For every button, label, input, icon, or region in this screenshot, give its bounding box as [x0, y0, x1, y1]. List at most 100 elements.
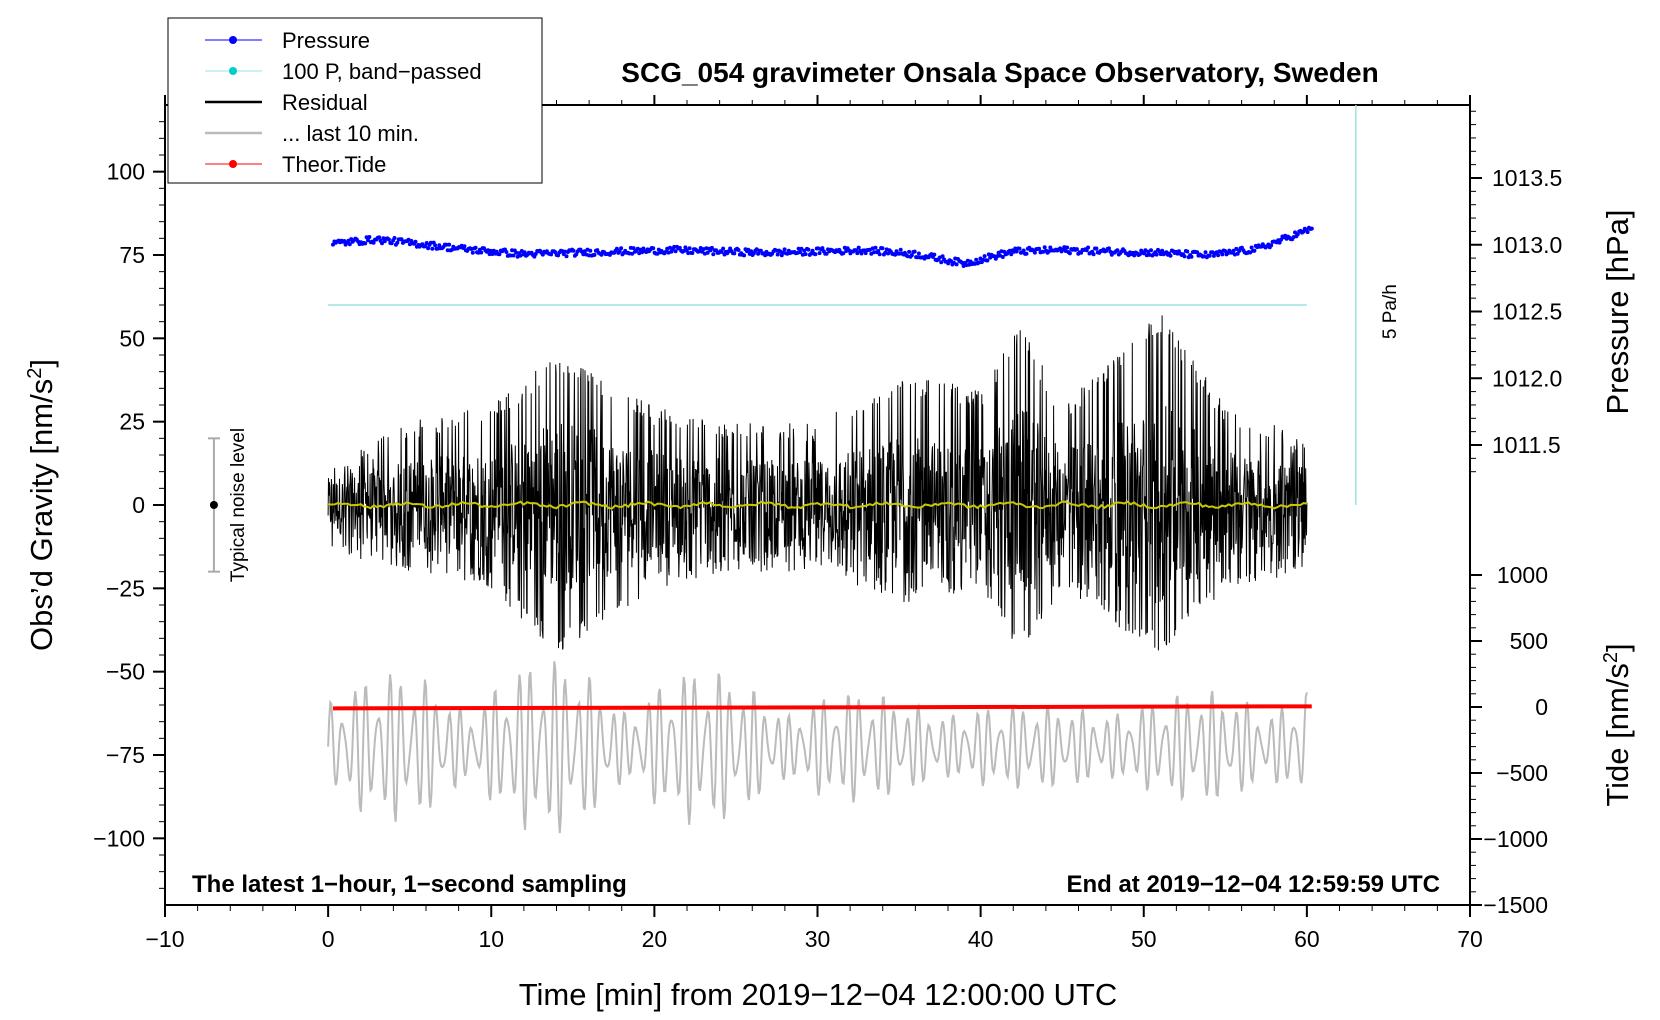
pressure-point: [719, 249, 724, 254]
pressure-point: [588, 248, 593, 253]
legend-marker: [229, 36, 237, 44]
pressure-point: [863, 251, 868, 256]
y-tide-tick-label: 500: [1510, 628, 1548, 654]
legend-label: ... last 10 min.: [282, 121, 419, 146]
pressure-point: [705, 250, 710, 255]
pressure-point: [1207, 253, 1212, 258]
pressure-point: [907, 249, 912, 254]
noise-level-label: Typical noise level: [228, 428, 249, 582]
x-tick-label: 10: [478, 926, 504, 952]
legend-label: Pressure: [282, 28, 370, 53]
pressure-point: [556, 253, 561, 258]
pressure-point: [940, 254, 945, 259]
pressure-point: [614, 246, 619, 251]
x-tick-label: −10: [145, 926, 184, 952]
pressure-point: [1309, 226, 1314, 231]
y-pressure-tick-label: 1011.5: [1492, 432, 1561, 458]
pressure-point: [651, 246, 656, 251]
pressure-point: [1074, 247, 1079, 252]
y-left-tick-label: 25: [119, 409, 145, 435]
pressure-point: [1013, 246, 1018, 251]
y-pressure-tick-label: 1012.0: [1492, 365, 1562, 391]
pressure-point: [799, 246, 804, 251]
pressure-point: [859, 251, 864, 256]
x-tick-label: 50: [1131, 926, 1157, 952]
pressure-point: [423, 244, 428, 249]
pressure-point: [366, 238, 370, 243]
pressure-point: [1216, 253, 1221, 258]
x-tick-label: 70: [1457, 926, 1483, 952]
pressure-point: [1032, 250, 1037, 255]
pressure-point: [1231, 248, 1236, 253]
pressure-point: [487, 252, 492, 257]
pressure-point: [775, 252, 780, 257]
pressure-point: [1279, 237, 1283, 242]
pressure-point: [803, 252, 808, 257]
pressure-point: [1000, 255, 1005, 259]
annotation-bottom-right: End at 2019−12−04 12:59:59 UTC: [1066, 871, 1440, 898]
y-axis-tide-title: Tide [nm/s2]: [1600, 643, 1635, 806]
pressure-point: [630, 251, 635, 256]
pressure-point: [960, 260, 965, 265]
pressure-point: [1203, 250, 1208, 255]
pressure-point: [1234, 246, 1239, 251]
pressure-point: [462, 244, 467, 249]
y-pressure-tick-label: 1013.5: [1492, 165, 1562, 191]
pressure-point: [946, 261, 951, 266]
pressure-point: [1252, 248, 1257, 253]
pressure-point: [820, 246, 825, 251]
y-left-tick-label: 0: [132, 492, 145, 518]
pressure-point: [876, 249, 881, 253]
pressure-point: [673, 249, 678, 254]
pressure-point: [1160, 248, 1165, 253]
pressure-point: [504, 250, 509, 254]
pressure-point: [386, 237, 391, 242]
pressure-point: [1042, 245, 1047, 250]
y-axis-left-title: Obs’d Gravity [nm/s2]: [24, 359, 59, 651]
pressure-point: [736, 248, 741, 252]
pressure-point: [571, 248, 576, 253]
pressure-point: [880, 246, 885, 251]
noise-indicator: [207, 437, 220, 573]
pressure-point: [395, 240, 400, 245]
x-tick-label: 0: [322, 926, 335, 952]
pressure-point: [1293, 230, 1297, 235]
pressure-point: [1195, 250, 1200, 255]
pressure-point: [813, 252, 818, 257]
pressure-point: [898, 247, 903, 252]
pressure-point: [711, 252, 716, 257]
pressure-point: [445, 248, 450, 253]
series-last-10-min: [327, 661, 1308, 834]
pressure-point: [687, 246, 692, 251]
pressure-point: [1249, 245, 1254, 250]
pressure-point: [916, 251, 921, 256]
pressure-point: [592, 252, 597, 257]
pressure-point: [1305, 230, 1310, 235]
y-left-tick-label: −50: [106, 659, 145, 685]
pressure-point: [413, 239, 418, 244]
pressure-point: [1142, 251, 1146, 256]
pressure-point: [1189, 254, 1194, 259]
pressure-point: [426, 246, 431, 251]
y-tide-tick-label: −1000: [1483, 826, 1548, 852]
y-pressure-tick-label: 1012.5: [1492, 299, 1562, 325]
y-tide-tick-label: −500: [1496, 760, 1548, 786]
pressure-point: [1168, 253, 1173, 258]
pressure-point: [367, 235, 372, 239]
pressure-point: [564, 254, 569, 259]
pressure-point: [1149, 248, 1153, 253]
pressure-point: [549, 252, 554, 257]
y-left-tick-label: −75: [106, 742, 145, 768]
pressure-point: [430, 246, 435, 251]
tick-labels-group: −10 0 10 20 30 40 50 60 701007550250−25−50−75−10…: [93, 159, 1562, 952]
y-pressure-tick-label: 1013.0: [1492, 232, 1562, 258]
pressure-point: [1091, 252, 1096, 257]
pressure-point: [732, 251, 737, 256]
pressure-point: [798, 250, 802, 255]
rate-label: 5 Pa/h: [1380, 284, 1401, 339]
pressure-point: [1086, 245, 1091, 250]
series-residual: [327, 315, 1308, 651]
pressure-point: [1154, 252, 1159, 257]
pressure-point: [855, 251, 860, 256]
